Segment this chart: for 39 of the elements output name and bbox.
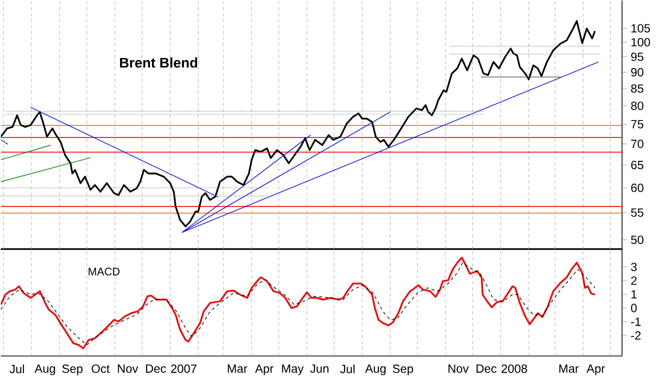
y-tick-label: 85: [631, 84, 644, 93]
y-tick-label: 65: [631, 160, 644, 170]
x-tick-label: Jul: [340, 364, 354, 374]
x-tick-label: Dec: [146, 364, 166, 373]
x-tick-label: 2008: [502, 364, 528, 374]
text: Brent Blend: [120, 58, 198, 68]
x-tick-label: Apr: [255, 364, 274, 376]
y-tick-label: 2: [631, 276, 637, 285]
y-tick-label: 50: [631, 236, 644, 244]
y-tick-label: 3: [631, 262, 637, 272]
x-tick-label: Jun: [310, 364, 328, 373]
x-tick-label: Apr: [586, 364, 605, 376]
text: MACD: [88, 268, 120, 276]
x-tick-label: Sep: [392, 364, 414, 376]
x-tick-label: Jul: [10, 364, 24, 374]
y-tick-label: 1: [631, 290, 637, 299]
y-tick-label: 60: [631, 184, 644, 192]
x-tick-label: Dec: [476, 364, 497, 373]
x-tick-label: 2007: [171, 364, 196, 374]
x-tick-label: Mar: [228, 364, 248, 373]
x-tick-label: May: [282, 364, 304, 376]
y-tick-label: 75: [631, 120, 644, 129]
y-tick-label: -1: [631, 318, 641, 326]
y-tick-label: 95: [631, 52, 644, 62]
y-tick-label: 0: [631, 304, 637, 312]
y-tick-label: 55: [631, 208, 644, 217]
x-tick-label: Mar: [559, 364, 579, 373]
y-tick-label: 90: [631, 68, 644, 77]
y-tick-label: 105: [631, 24, 650, 33]
y-tick-label: 80: [631, 102, 644, 110]
x-tick-label: Aug: [34, 364, 56, 376]
x-tick-label: Aug: [365, 364, 386, 376]
x-tick-label: Nov: [448, 364, 469, 373]
x-tick-label: Sep: [62, 364, 82, 376]
y-tick-label: 70: [631, 140, 644, 148]
y-tick-label: 100: [631, 38, 650, 47]
x-tick-label: Nov: [118, 364, 138, 373]
x-tick-label: Oct: [92, 364, 110, 374]
y-tick-label: -2: [631, 331, 641, 340]
